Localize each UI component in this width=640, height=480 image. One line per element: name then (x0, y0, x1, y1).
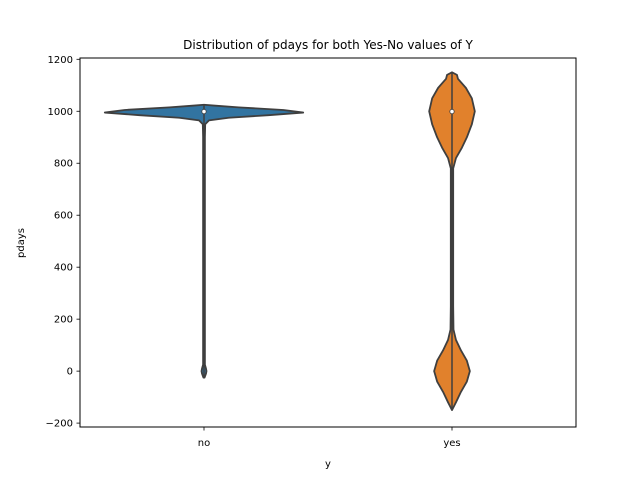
violin-group (103, 71, 476, 412)
x-axis-label: y (325, 459, 331, 470)
y-tick-label: 800 (54, 159, 73, 170)
median-marker-group (201, 72, 455, 411)
y-axis-ticks: −200 0 200 400 600 800 1000 1200 (46, 55, 80, 430)
median-marker-no (201, 108, 207, 115)
median-marker-yes (449, 108, 455, 115)
x-tick-label-yes: yes (443, 438, 460, 449)
y-tick-label: 200 (54, 315, 73, 326)
y-tick-label: 600 (54, 211, 73, 222)
y-tick-label: 400 (54, 263, 73, 274)
x-tick-label-no: no (198, 438, 210, 449)
chart-title: Distribution of pdays for both Yes-No va… (183, 38, 473, 52)
y-tick-label: 0 (67, 367, 73, 378)
y-tick-label: 1000 (48, 107, 73, 118)
plot-area-frame (79, 57, 577, 428)
y-tick-label: −200 (46, 419, 73, 430)
y-axis-label: pdays (16, 228, 27, 258)
y-tick-label: 1200 (48, 55, 73, 66)
x-axis-ticks: no yes (198, 427, 461, 449)
